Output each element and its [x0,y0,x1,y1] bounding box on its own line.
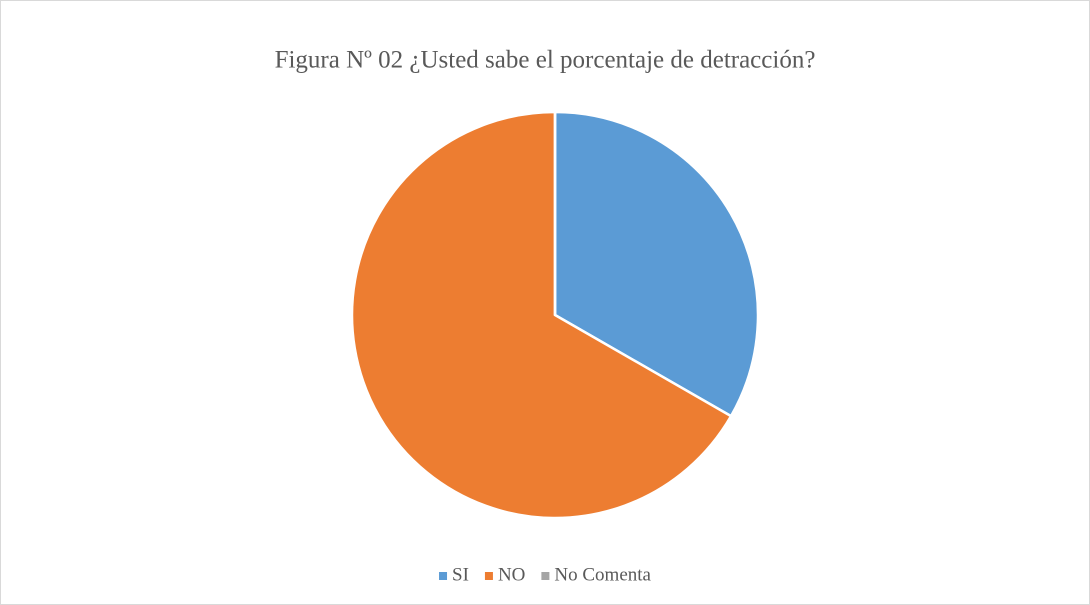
legend-swatch [541,572,550,580]
legend: SI NO No Comenta [439,564,652,585]
legend-swatch [439,572,448,580]
legend-label: NO [498,564,525,585]
pie-slice [350,110,733,520]
chart-title: Figura Nº 02 ¿Usted sabe el porcentaje d… [275,47,816,74]
legend-swatch [484,572,493,580]
legend-label: No Comenta [554,564,651,585]
pie-slice [553,110,760,418]
legend-label: SI [452,564,469,585]
